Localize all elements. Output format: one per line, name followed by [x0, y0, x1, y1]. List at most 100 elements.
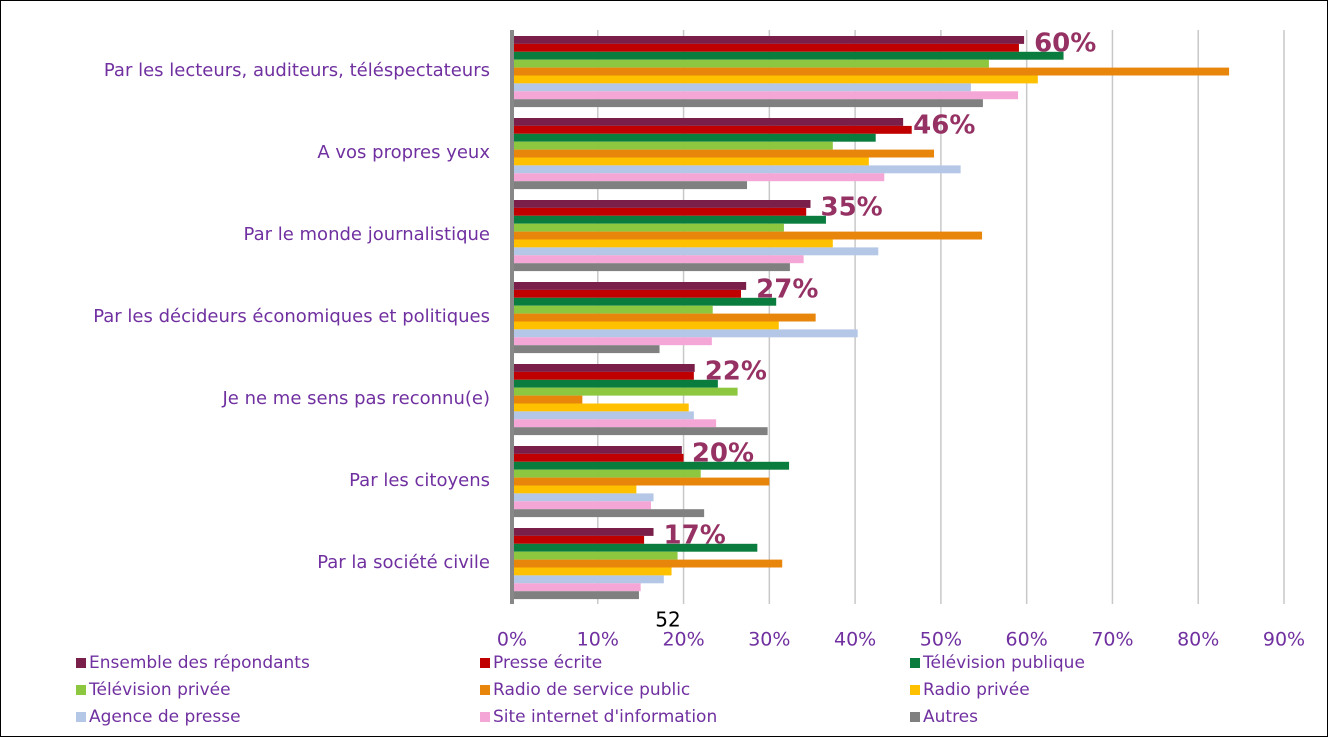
bar [512, 535, 645, 544]
bar [512, 419, 717, 428]
bar [512, 255, 804, 264]
bar [512, 461, 790, 470]
bar [512, 485, 637, 494]
x-tick-label: 10% [577, 629, 619, 651]
legend-label: Presse écrite [493, 653, 602, 673]
bar [512, 345, 660, 354]
category-label: Je ne me sens pas reconnu(e) [222, 388, 491, 409]
bar [512, 501, 651, 510]
bar [512, 157, 869, 166]
category-label: Par la société civile [317, 552, 490, 573]
bar [512, 91, 1019, 100]
legend-label: Radio privée [923, 680, 1030, 700]
bar [512, 43, 1019, 52]
legend-swatch [480, 658, 490, 668]
bar [512, 59, 989, 68]
x-tick-label: 50% [920, 629, 962, 651]
x-tick-label: 90% [1263, 629, 1305, 651]
x-tick-label: 60% [1006, 629, 1048, 651]
bar [512, 200, 811, 208]
x-tick-label: 20% [662, 629, 704, 651]
bar [512, 247, 879, 256]
bar [512, 305, 713, 314]
bar [512, 215, 826, 224]
bar [512, 99, 983, 108]
bar [512, 67, 1230, 76]
legend-label: Télévision publique [922, 653, 1085, 673]
category-label: Par les citoyens [349, 470, 490, 491]
bar [512, 559, 783, 568]
bar [512, 231, 983, 240]
legend-swatch [76, 712, 86, 722]
x-tick-label: 40% [834, 629, 876, 651]
bar [512, 477, 770, 486]
bar [512, 591, 639, 600]
bar [512, 446, 682, 454]
category-label: Par les lecteurs, auditeurs, téléspectat… [104, 60, 490, 81]
legend-swatch [910, 685, 920, 695]
bar [512, 395, 583, 404]
bar [512, 149, 935, 158]
bar [512, 551, 678, 560]
legend-label: Autres [923, 707, 978, 727]
bar [512, 411, 694, 420]
legend-swatch [76, 658, 86, 668]
bar [512, 403, 689, 412]
bar [512, 427, 768, 436]
bar [512, 223, 784, 232]
bar [512, 118, 904, 126]
bar [512, 125, 912, 134]
bar [512, 263, 790, 272]
bar [512, 181, 748, 190]
bar [512, 567, 672, 576]
bar [512, 387, 738, 396]
bar [512, 371, 694, 380]
value-label: 35% [821, 193, 883, 223]
bar [512, 337, 712, 346]
bar [512, 239, 833, 248]
bar [512, 141, 833, 150]
bar [512, 469, 701, 478]
bar [512, 321, 779, 330]
bar [512, 583, 641, 592]
bar [512, 297, 777, 306]
bar [512, 329, 858, 338]
legend-swatch [480, 685, 490, 695]
bar [512, 282, 747, 290]
bar [512, 207, 807, 216]
legend-label: Radio de service public [493, 680, 690, 700]
x-tick-label: 0% [497, 629, 527, 651]
bar [512, 313, 816, 322]
legend-label: Agence de presse [89, 707, 241, 727]
bar [512, 528, 654, 536]
value-label: 46% [913, 111, 975, 141]
legend-swatch [910, 658, 920, 668]
bar [512, 36, 1025, 44]
bar [512, 493, 654, 502]
bar [512, 379, 718, 388]
legend-swatch [76, 685, 86, 695]
legend-swatch [480, 712, 490, 722]
x-tick-label: 70% [1091, 629, 1133, 651]
bar [512, 75, 1038, 84]
x-tick-label: 30% [748, 629, 790, 651]
bar [512, 543, 758, 552]
bar [512, 364, 695, 372]
bar [512, 289, 742, 298]
bar [512, 173, 885, 182]
bar [512, 453, 684, 462]
legend-label: Site internet d'information [493, 707, 717, 727]
legend-label: Ensemble des répondants [89, 653, 310, 673]
bar [512, 165, 961, 174]
category-label: Par les décideurs économiques et politiq… [93, 306, 490, 327]
x-tick-label: 80% [1177, 629, 1219, 651]
category-label: Par le monde journalistique [244, 224, 490, 245]
bar [512, 83, 971, 92]
bar [512, 575, 664, 584]
category-label: A vos propres yeux [317, 142, 490, 163]
legend-swatch [910, 712, 920, 722]
bar [512, 133, 876, 142]
bar [512, 509, 705, 518]
bar [512, 51, 1064, 60]
